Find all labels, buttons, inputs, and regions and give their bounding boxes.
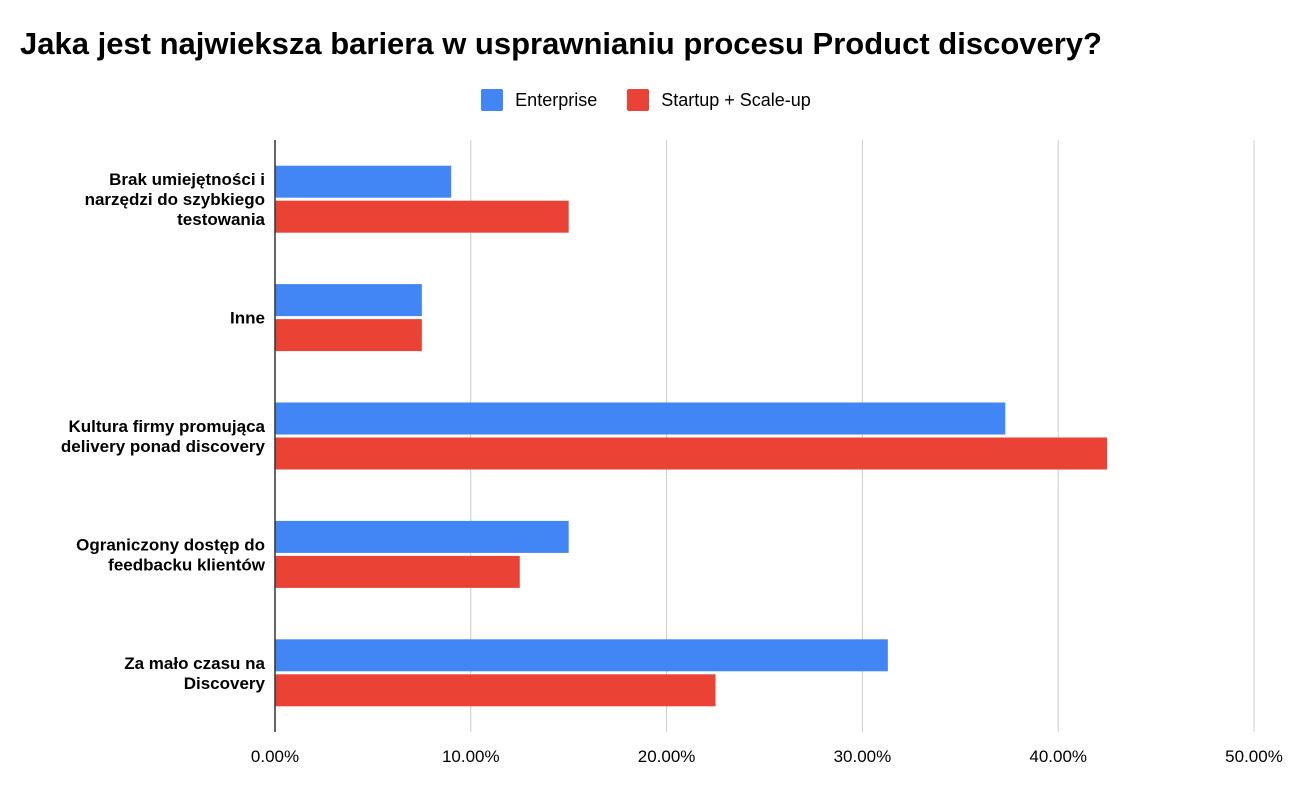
bar-startup: [275, 674, 716, 707]
x-tick-label: 0.00%: [251, 747, 299, 766]
category-label: Ograniczony dostęp do: [76, 535, 265, 554]
bar-startup: [275, 319, 422, 352]
legend-item-startup: Startup + Scale-up: [627, 89, 811, 111]
legend-label-enterprise: Enterprise: [515, 89, 598, 110]
category-label: Brak umiejętności i: [109, 170, 265, 189]
category-label: delivery ponad discovery: [61, 437, 266, 456]
chart-title: Jaka jest najwieksza bariera w usprawnia…: [20, 26, 1102, 61]
bar-enterprise: [275, 639, 888, 672]
bar-enterprise: [275, 402, 1006, 435]
bar-startup: [275, 555, 520, 588]
legend-item-enterprise: Enterprise: [481, 89, 597, 111]
bar-startup: [275, 200, 569, 233]
bar-startup: [275, 437, 1108, 470]
category-label: testowania: [177, 210, 265, 229]
legend-label-startup: Startup + Scale-up: [661, 89, 811, 110]
x-tick-label: 40.00%: [1029, 747, 1087, 766]
legend: Enterprise Startup + Scale-up: [0, 89, 1292, 111]
bar-enterprise: [275, 165, 452, 198]
category-label: Za mało czasu na: [124, 654, 265, 673]
category-label: Discovery: [184, 674, 266, 693]
bar-enterprise: [275, 520, 569, 553]
category-label: feedbacku klientów: [108, 555, 266, 574]
legend-swatch-enterprise: [481, 89, 504, 111]
bar-enterprise: [275, 284, 422, 317]
category-label: Inne: [230, 309, 265, 328]
category-label: Kultura firmy promująca: [69, 417, 266, 436]
x-tick-label: 20.00%: [638, 747, 696, 766]
category-label: narzędzi do szybkiego: [85, 190, 265, 209]
x-tick-label: 30.00%: [834, 747, 892, 766]
x-tick-label: 10.00%: [442, 747, 500, 766]
x-tick-label: 50.00%: [1225, 747, 1283, 766]
legend-swatch-startup: [627, 89, 650, 111]
